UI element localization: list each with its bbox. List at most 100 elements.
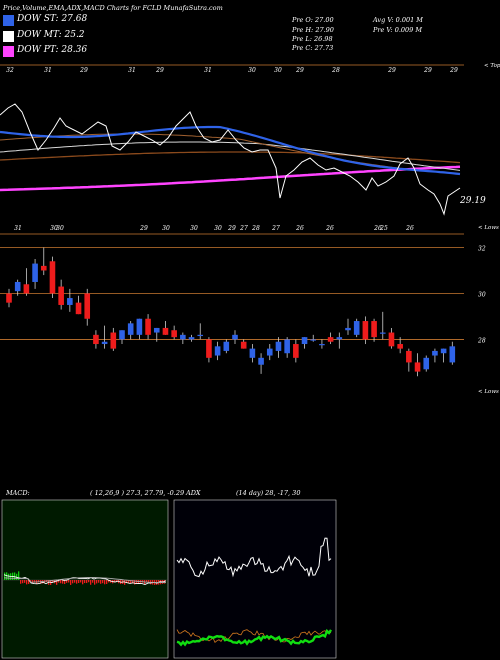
candle-body bbox=[153, 327, 160, 333]
candle-body bbox=[249, 348, 256, 358]
bottom-tick-label: 30 bbox=[190, 225, 198, 232]
macd-line bbox=[3, 574, 167, 585]
candle-body bbox=[397, 344, 403, 349]
candle-body bbox=[75, 302, 82, 315]
macd-hist-bar bbox=[68, 580, 70, 583]
bottom-tick-label: 31 bbox=[14, 225, 22, 232]
adx-minus-di-line bbox=[176, 629, 332, 644]
candle-body bbox=[171, 330, 177, 338]
lows-label: < Lows bbox=[478, 225, 499, 231]
candle-body bbox=[284, 339, 290, 354]
macd-hist-bar bbox=[64, 580, 66, 585]
macd-hist-bar bbox=[132, 580, 134, 584]
candle-body bbox=[388, 332, 395, 347]
bottom-tick-label: 26 bbox=[325, 225, 334, 232]
candle-body bbox=[362, 321, 369, 340]
chart-title: Price,Volume,EMA,ADX,MACD Charts for FCL… bbox=[3, 4, 223, 12]
candle-body bbox=[119, 330, 125, 340]
candle-body bbox=[214, 346, 221, 356]
volume-pre: Pre V: 0.009 M bbox=[373, 26, 423, 34]
candle-body bbox=[145, 318, 151, 335]
adx-panel: ADX (14 day) 28, -17, 30 bbox=[173, 489, 337, 659]
tops-label: < Tops bbox=[484, 63, 500, 69]
macd-hist-bar bbox=[134, 580, 136, 585]
macd-hist-bar bbox=[38, 580, 40, 583]
bottom-tick-label: 26 bbox=[295, 225, 304, 232]
candle-body bbox=[319, 344, 325, 346]
candle-body bbox=[206, 339, 212, 358]
candle-body bbox=[406, 350, 412, 363]
top-tick-label: 29 bbox=[295, 67, 304, 74]
ema-long-line bbox=[0, 151, 461, 164]
macd-hist-bar bbox=[72, 580, 74, 584]
macd-hist-bar bbox=[148, 580, 150, 583]
macd-hist-bar bbox=[26, 580, 28, 585]
candle-body bbox=[6, 293, 12, 303]
candle-body bbox=[440, 348, 447, 354]
candle-body bbox=[353, 321, 360, 335]
macd-hist-bar bbox=[80, 580, 82, 583]
macd-hist-bar bbox=[56, 580, 58, 585]
candle-body bbox=[345, 327, 351, 331]
candle-body bbox=[266, 348, 273, 356]
macd-frame bbox=[1, 499, 169, 659]
macd-hist-bar bbox=[58, 580, 60, 583]
macd-hist-bar bbox=[146, 580, 148, 583]
top-tick-label: 29 bbox=[79, 67, 88, 74]
macd-hist-bar bbox=[24, 580, 26, 583]
macd-hist-bar bbox=[100, 580, 102, 584]
macd-hist-bar bbox=[86, 580, 88, 584]
candle-body bbox=[32, 263, 38, 282]
macd-hist-bar bbox=[126, 580, 128, 583]
bottom-tick-label: 26 bbox=[373, 225, 382, 232]
candle-body bbox=[162, 327, 169, 335]
macd-hist-bar bbox=[8, 573, 10, 580]
last-value-label: 29.19 bbox=[459, 196, 486, 206]
macd-hist-bar bbox=[104, 580, 106, 585]
top-tick-label: 29 bbox=[449, 67, 458, 74]
adx-label: ADX bbox=[185, 489, 201, 497]
candle-body bbox=[127, 323, 134, 335]
candle-body bbox=[23, 284, 30, 294]
candle-body bbox=[40, 265, 47, 271]
candle-body bbox=[336, 337, 343, 340]
candle-body bbox=[310, 339, 317, 341]
candle-body bbox=[301, 337, 308, 345]
macd-hist-bar bbox=[130, 580, 132, 584]
ema-pt-line bbox=[0, 165, 461, 192]
legend-dow-mt: DOW MT: 25.2 bbox=[17, 30, 85, 40]
macd-hist-bar bbox=[92, 580, 94, 583]
level-label-32: 32 bbox=[478, 245, 486, 252]
bottom-tick-label: 30 bbox=[50, 225, 58, 232]
macd-hist-bar bbox=[70, 580, 72, 585]
bottom-tick-label: 26 bbox=[405, 225, 414, 232]
macd-hist-bar bbox=[98, 580, 100, 583]
candle-body bbox=[223, 341, 230, 351]
ohlc-close: Pre C: 27.73 bbox=[292, 44, 334, 52]
macd-hist-bar bbox=[18, 571, 20, 580]
macd-hist-bar bbox=[164, 580, 166, 584]
macd-hist-bar bbox=[114, 580, 116, 583]
macd-hist-bar bbox=[28, 580, 30, 584]
bottom-tick-label: 30 bbox=[214, 225, 222, 232]
top-tick-label: 30 bbox=[274, 67, 282, 74]
top-tick-label: 30 bbox=[248, 67, 256, 74]
legend-swatch-st bbox=[3, 15, 14, 26]
bottom-tick-label: 27 bbox=[271, 225, 280, 232]
macd-hist-bar bbox=[60, 580, 62, 584]
bottom-tick-label: 29 bbox=[139, 225, 148, 232]
top-tick-label: 31 bbox=[128, 67, 136, 74]
top-tick-label: 29 bbox=[155, 67, 164, 74]
macd-label: MACD: bbox=[5, 489, 30, 497]
candle-body bbox=[93, 334, 99, 345]
macd-hist-bar bbox=[102, 580, 104, 584]
macd-hist-bar bbox=[84, 580, 86, 584]
top-tick-label: 29 bbox=[423, 67, 432, 74]
legend-dow-st: DOW ST: 27.68 bbox=[17, 14, 88, 24]
macd-hist-bar bbox=[76, 580, 78, 584]
candlestick-panel: 32 30 28 < Lows bbox=[0, 245, 499, 395]
top-tick-label: 31 bbox=[44, 67, 52, 74]
macd-params: ( 12,26,9 ) 27.3, 27.79, -0.29 bbox=[90, 489, 184, 497]
macd-hist-bar bbox=[22, 580, 24, 584]
